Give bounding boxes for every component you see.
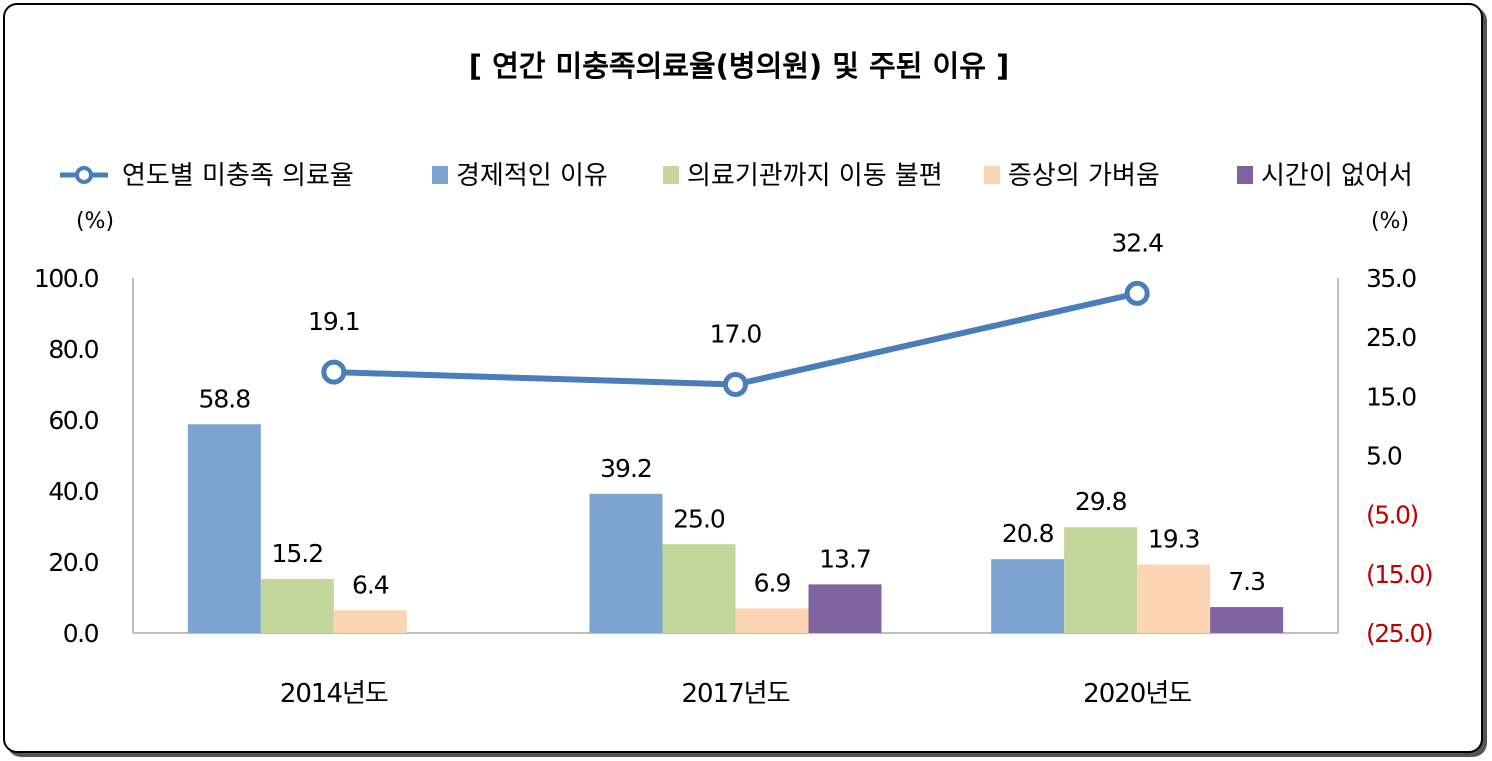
legend-swatch	[432, 166, 448, 184]
bar	[260, 579, 334, 633]
legend-swatch	[984, 166, 1000, 184]
axes: 0.0 20.0 40.0 60.0 80.0 100.0 (25.0) (15.0) (5.0…	[34, 264, 1434, 648]
right-tick-label: (25.0)	[1366, 619, 1432, 648]
bar	[187, 424, 261, 633]
bar	[735, 608, 809, 633]
legend-label: 의료기관까지 이동 불편	[687, 161, 943, 191]
left-tick-label: 0.0	[63, 619, 99, 648]
legend-label: 연도별 미충족 의료율	[122, 161, 354, 191]
bar	[1137, 564, 1211, 633]
line-data-label: 17.0	[710, 320, 762, 349]
line-point	[321, 359, 347, 385]
right-axis-unit: (%)	[1371, 209, 1409, 234]
legend-label: 증상의 가벼움	[1008, 161, 1160, 191]
bar-data-label: 6.9	[754, 569, 791, 598]
bar	[1064, 527, 1138, 633]
line-point	[1124, 280, 1150, 306]
right-tick-label: 15.0	[1366, 382, 1416, 411]
bar	[991, 559, 1065, 633]
category-label: 2020년도	[1083, 679, 1191, 709]
right-tick-label: (15.0)	[1366, 560, 1432, 589]
right-tick-label: (5.0)	[1366, 501, 1418, 530]
bar-data-label: 19.3	[1148, 524, 1200, 553]
line-data-label: 32.4	[1111, 228, 1163, 257]
bar-data-label: 13.7	[819, 544, 871, 573]
category-label: 2014년도	[280, 679, 388, 709]
bar-data-label: 25.0	[673, 504, 725, 533]
left-tick-label: 100.0	[34, 264, 99, 293]
bar	[808, 584, 882, 633]
bar-data-label: 58.8	[198, 384, 250, 413]
bar-data-label: 15.2	[271, 539, 323, 568]
category-label: 2017년도	[681, 679, 789, 709]
legend-label: 시간이 없어서	[1261, 161, 1413, 191]
bar	[1210, 607, 1284, 633]
bar-data-label: 6.4	[352, 570, 389, 599]
chart-title: [ 연간 미충족의료율(병의원) 및 주된 이유 ]	[469, 49, 1009, 83]
bar-data-label: 39.2	[600, 454, 652, 483]
left-tick-label: 60.0	[48, 406, 98, 435]
bar	[333, 610, 407, 633]
left-axis-unit: (%)	[76, 209, 114, 234]
legend-line-point	[75, 166, 93, 184]
bar	[662, 544, 736, 633]
right-tick-label: 25.0	[1366, 323, 1416, 352]
bars: 58.8 39.2 20.8 15.2 25.0 29.8 6.4 6.9 19.3 13.7 7.…	[187, 384, 1284, 633]
bar-data-label: 7.3	[1228, 567, 1265, 596]
line-point	[723, 372, 748, 397]
legend: 연도별 미충족 의료율 경제적인 이유 의료기관까지 이동 불편 증상의 가벼움 시간이…	[60, 161, 1413, 191]
right-tick-label: 35.0	[1366, 264, 1416, 293]
category-labels: 2014년도 2017년도 2020년도	[280, 679, 1192, 709]
bar-data-label: 29.8	[1075, 487, 1127, 516]
legend-swatch	[1237, 166, 1253, 184]
left-tick-label: 80.0	[48, 335, 98, 364]
line-series: 19.1 17.0 32.4	[308, 228, 1164, 397]
right-tick-label: 5.0	[1366, 442, 1402, 471]
bar-data-label: 20.8	[1002, 519, 1054, 548]
legend-label: 경제적인 이유	[456, 161, 608, 191]
legend-swatch	[663, 166, 679, 184]
bar	[589, 493, 663, 633]
left-tick-label: 40.0	[48, 477, 98, 506]
line-data-label: 19.1	[308, 307, 360, 336]
left-tick-label: 20.0	[48, 548, 98, 577]
